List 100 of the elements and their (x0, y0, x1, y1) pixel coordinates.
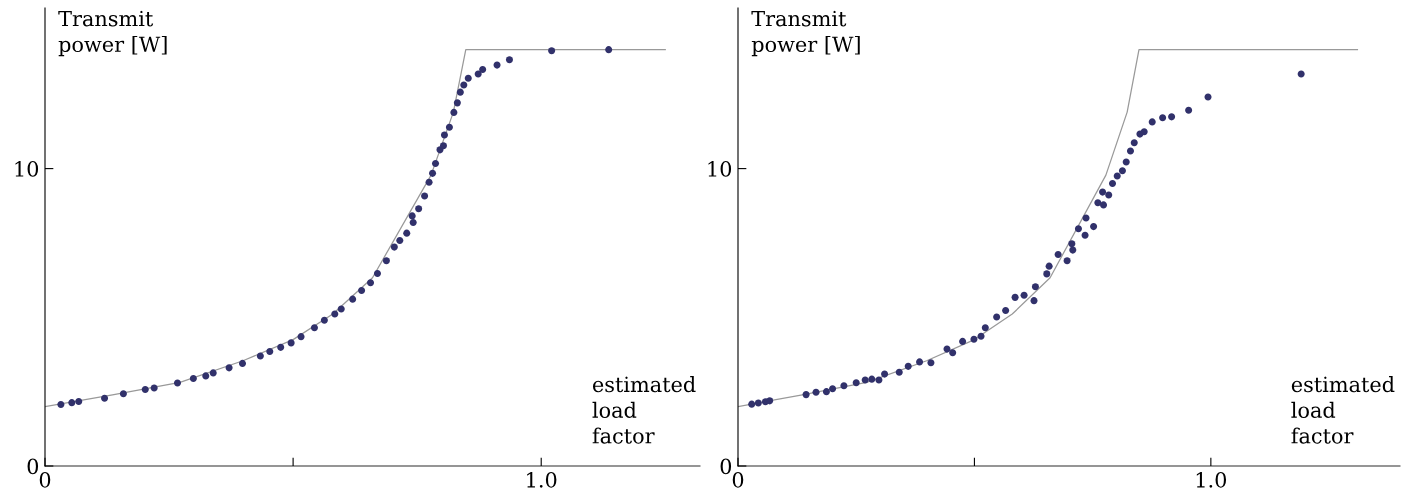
point (358, 286, 366, 295)
point (141, 386, 149, 394)
point (479, 66, 487, 74)
point (548, 47, 556, 55)
point (440, 131, 448, 139)
point (493, 61, 501, 69)
point (331, 310, 339, 318)
point (766, 397, 774, 405)
point (1031, 283, 1039, 291)
y-tick-label: 10 (708, 161, 732, 177)
point (916, 358, 924, 366)
point (238, 359, 247, 367)
point (943, 345, 951, 353)
point (101, 394, 109, 402)
point (1113, 172, 1121, 180)
point (1090, 223, 1098, 231)
point (1074, 225, 1082, 233)
x-axis-title: estimated load factor (1291, 376, 1395, 444)
y-axis-title: Transmit power [W] (751, 10, 860, 57)
point (366, 279, 375, 287)
point (1185, 106, 1193, 114)
point (1130, 139, 1138, 147)
point (1002, 306, 1010, 314)
point (1122, 158, 1130, 166)
point (403, 229, 411, 237)
point (320, 316, 328, 324)
point (1140, 128, 1148, 136)
x-tick-label: 0 (39, 471, 51, 488)
point (505, 56, 513, 64)
point (1011, 293, 1019, 301)
point (993, 313, 1001, 321)
point (868, 375, 876, 383)
point (189, 375, 197, 383)
x-tick-label: 0 (732, 471, 744, 488)
point (904, 362, 912, 370)
point (852, 379, 860, 387)
point (981, 324, 989, 332)
point (445, 123, 453, 131)
point (1297, 70, 1305, 78)
point (57, 400, 65, 408)
point (927, 359, 935, 367)
point (277, 343, 285, 351)
point (1081, 231, 1089, 239)
point (396, 237, 404, 245)
point (474, 70, 482, 78)
point (408, 212, 416, 220)
point (390, 243, 398, 251)
point (1148, 118, 1156, 126)
point (1168, 113, 1176, 121)
point (349, 295, 357, 303)
point (895, 368, 903, 376)
point (431, 160, 440, 168)
point (429, 169, 437, 177)
y-tick-label: 10 (15, 161, 39, 177)
point (68, 399, 76, 407)
point (150, 384, 158, 392)
point (337, 305, 345, 313)
point (439, 142, 447, 150)
point (382, 257, 390, 265)
point (173, 379, 182, 387)
point (861, 376, 869, 384)
point (202, 372, 210, 380)
point (75, 397, 83, 405)
point (415, 205, 423, 213)
point (1126, 147, 1135, 155)
x-axis-title: estimated load factor (592, 376, 696, 444)
point (754, 399, 762, 407)
point (1043, 270, 1051, 278)
point (949, 349, 957, 357)
point (1204, 93, 1212, 101)
point (829, 385, 837, 393)
point (1063, 257, 1071, 265)
point (822, 388, 830, 396)
point (748, 400, 756, 408)
point (1159, 114, 1167, 122)
point (802, 391, 810, 399)
point (1105, 191, 1113, 199)
point (464, 74, 472, 82)
point (959, 337, 967, 345)
point (1020, 291, 1028, 299)
point (840, 382, 848, 390)
point (297, 333, 305, 341)
point (373, 270, 381, 278)
point (1045, 262, 1053, 270)
point (266, 347, 274, 356)
point (1068, 240, 1076, 248)
point (1099, 201, 1108, 209)
point (287, 339, 295, 347)
point (225, 364, 233, 372)
point (605, 46, 613, 54)
point (1030, 297, 1038, 305)
point (1099, 188, 1107, 196)
point (256, 352, 264, 360)
point (209, 369, 217, 377)
x-tick-label: 1.0 (527, 471, 557, 488)
point (875, 376, 883, 384)
point (119, 390, 127, 398)
point (425, 178, 433, 186)
point (881, 370, 889, 378)
point (421, 192, 429, 200)
